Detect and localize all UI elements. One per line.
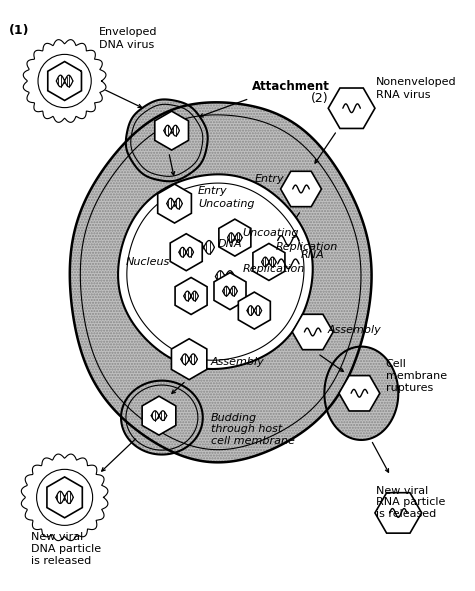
Text: cell membrane: cell membrane [210,436,294,446]
Polygon shape [292,314,333,350]
Text: ruptures: ruptures [386,382,433,392]
Text: (1): (1) [9,24,29,37]
Text: Replication: Replication [243,264,305,274]
Text: is released: is released [376,509,436,519]
Polygon shape [328,88,375,128]
Text: is released: is released [30,556,91,566]
Polygon shape [158,184,191,223]
Polygon shape [253,243,285,280]
Polygon shape [324,346,399,440]
Polygon shape [47,477,82,518]
Text: Enveloped: Enveloped [99,28,157,37]
Polygon shape [126,99,208,181]
Text: through host: through host [210,424,282,434]
Text: Entry: Entry [198,186,228,196]
Text: Attachment: Attachment [252,80,330,93]
Text: Entry: Entry [254,174,284,184]
Polygon shape [219,219,251,256]
Text: (2): (2) [311,92,328,105]
Text: Budding: Budding [210,413,256,423]
Polygon shape [121,381,203,454]
Polygon shape [21,454,108,541]
Polygon shape [70,102,371,462]
Polygon shape [118,174,313,369]
Polygon shape [171,339,207,379]
Polygon shape [48,61,82,100]
Text: RNA: RNA [301,250,325,260]
Text: DNA: DNA [218,239,242,249]
Text: Cell: Cell [386,359,407,369]
Polygon shape [375,493,422,533]
Text: DNA particle: DNA particle [30,544,101,554]
Text: New viral: New viral [376,486,428,496]
Polygon shape [238,292,270,329]
Polygon shape [170,233,202,271]
Polygon shape [155,111,189,150]
Text: Nucleus: Nucleus [126,257,170,267]
Text: RNA particle: RNA particle [376,498,445,507]
Text: Assembly: Assembly [327,325,381,335]
Text: Assembly: Assembly [210,358,264,367]
Text: DNA virus: DNA virus [99,40,154,50]
Polygon shape [142,396,176,435]
Text: Uncoating: Uncoating [243,228,299,238]
Text: RNA virus: RNA virus [376,90,430,100]
Polygon shape [281,171,322,207]
Text: membrane: membrane [386,371,447,381]
Polygon shape [214,272,246,310]
Polygon shape [339,375,380,411]
Text: Uncoating: Uncoating [198,199,255,209]
Polygon shape [23,40,106,122]
Polygon shape [175,278,207,314]
Text: Replication: Replication [276,242,338,252]
Text: Nonenveloped: Nonenveloped [376,77,456,87]
Text: New viral: New viral [30,532,83,543]
